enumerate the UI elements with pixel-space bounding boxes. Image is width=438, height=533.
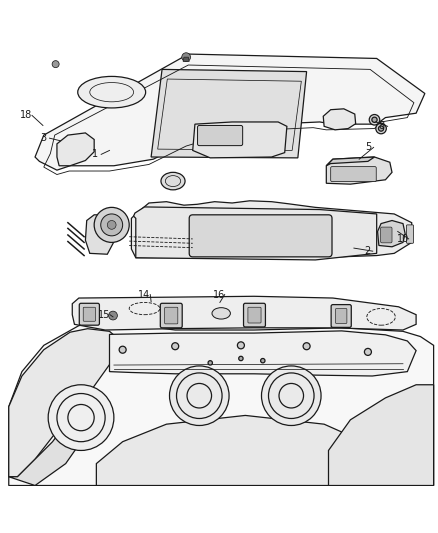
Text: 14: 14 <box>138 289 151 300</box>
FancyBboxPatch shape <box>160 303 182 328</box>
Text: 5: 5 <box>365 142 371 152</box>
FancyBboxPatch shape <box>198 125 243 146</box>
Ellipse shape <box>212 308 230 319</box>
FancyBboxPatch shape <box>165 307 178 324</box>
Polygon shape <box>110 331 416 376</box>
Circle shape <box>376 123 386 134</box>
Circle shape <box>182 53 191 61</box>
Polygon shape <box>328 385 434 486</box>
Polygon shape <box>9 329 118 477</box>
Circle shape <box>119 346 126 353</box>
Text: 15: 15 <box>98 310 110 320</box>
Polygon shape <box>183 57 189 61</box>
Circle shape <box>369 115 380 125</box>
Polygon shape <box>134 207 377 260</box>
Circle shape <box>48 385 114 450</box>
Polygon shape <box>323 109 356 130</box>
FancyBboxPatch shape <box>79 303 99 325</box>
FancyBboxPatch shape <box>336 309 347 324</box>
Circle shape <box>303 343 310 350</box>
Polygon shape <box>96 415 385 486</box>
Text: 16: 16 <box>213 289 225 300</box>
Text: 8: 8 <box>379 122 385 131</box>
Circle shape <box>364 349 371 356</box>
Polygon shape <box>57 133 94 166</box>
Ellipse shape <box>78 76 145 108</box>
Circle shape <box>261 359 265 363</box>
Polygon shape <box>131 201 412 258</box>
Polygon shape <box>326 157 374 166</box>
FancyBboxPatch shape <box>248 307 261 323</box>
Polygon shape <box>326 157 392 184</box>
Circle shape <box>378 126 384 131</box>
Circle shape <box>372 117 377 123</box>
FancyBboxPatch shape <box>381 227 392 243</box>
Circle shape <box>261 366 321 425</box>
Polygon shape <box>72 296 416 330</box>
Polygon shape <box>85 215 115 254</box>
Polygon shape <box>35 54 425 170</box>
Circle shape <box>101 214 123 236</box>
Text: 3: 3 <box>41 133 47 143</box>
FancyBboxPatch shape <box>331 304 351 327</box>
Polygon shape <box>378 221 405 247</box>
Text: 10: 10 <box>397 234 409 244</box>
Circle shape <box>237 342 244 349</box>
Circle shape <box>94 207 129 243</box>
Polygon shape <box>9 389 96 486</box>
Circle shape <box>172 343 179 350</box>
FancyBboxPatch shape <box>406 225 413 243</box>
Circle shape <box>170 366 229 425</box>
Polygon shape <box>151 69 307 158</box>
Polygon shape <box>193 122 287 158</box>
Circle shape <box>109 311 117 320</box>
Ellipse shape <box>161 172 185 190</box>
Polygon shape <box>9 321 434 486</box>
FancyBboxPatch shape <box>83 307 95 321</box>
FancyBboxPatch shape <box>244 303 265 327</box>
Circle shape <box>208 361 212 365</box>
FancyBboxPatch shape <box>189 215 332 257</box>
Text: 18: 18 <box>20 110 32 120</box>
FancyBboxPatch shape <box>331 167 376 182</box>
Text: 1: 1 <box>92 149 99 159</box>
Circle shape <box>107 221 116 229</box>
Text: 2: 2 <box>364 246 370 256</box>
Circle shape <box>52 61 59 68</box>
Circle shape <box>239 356 243 361</box>
